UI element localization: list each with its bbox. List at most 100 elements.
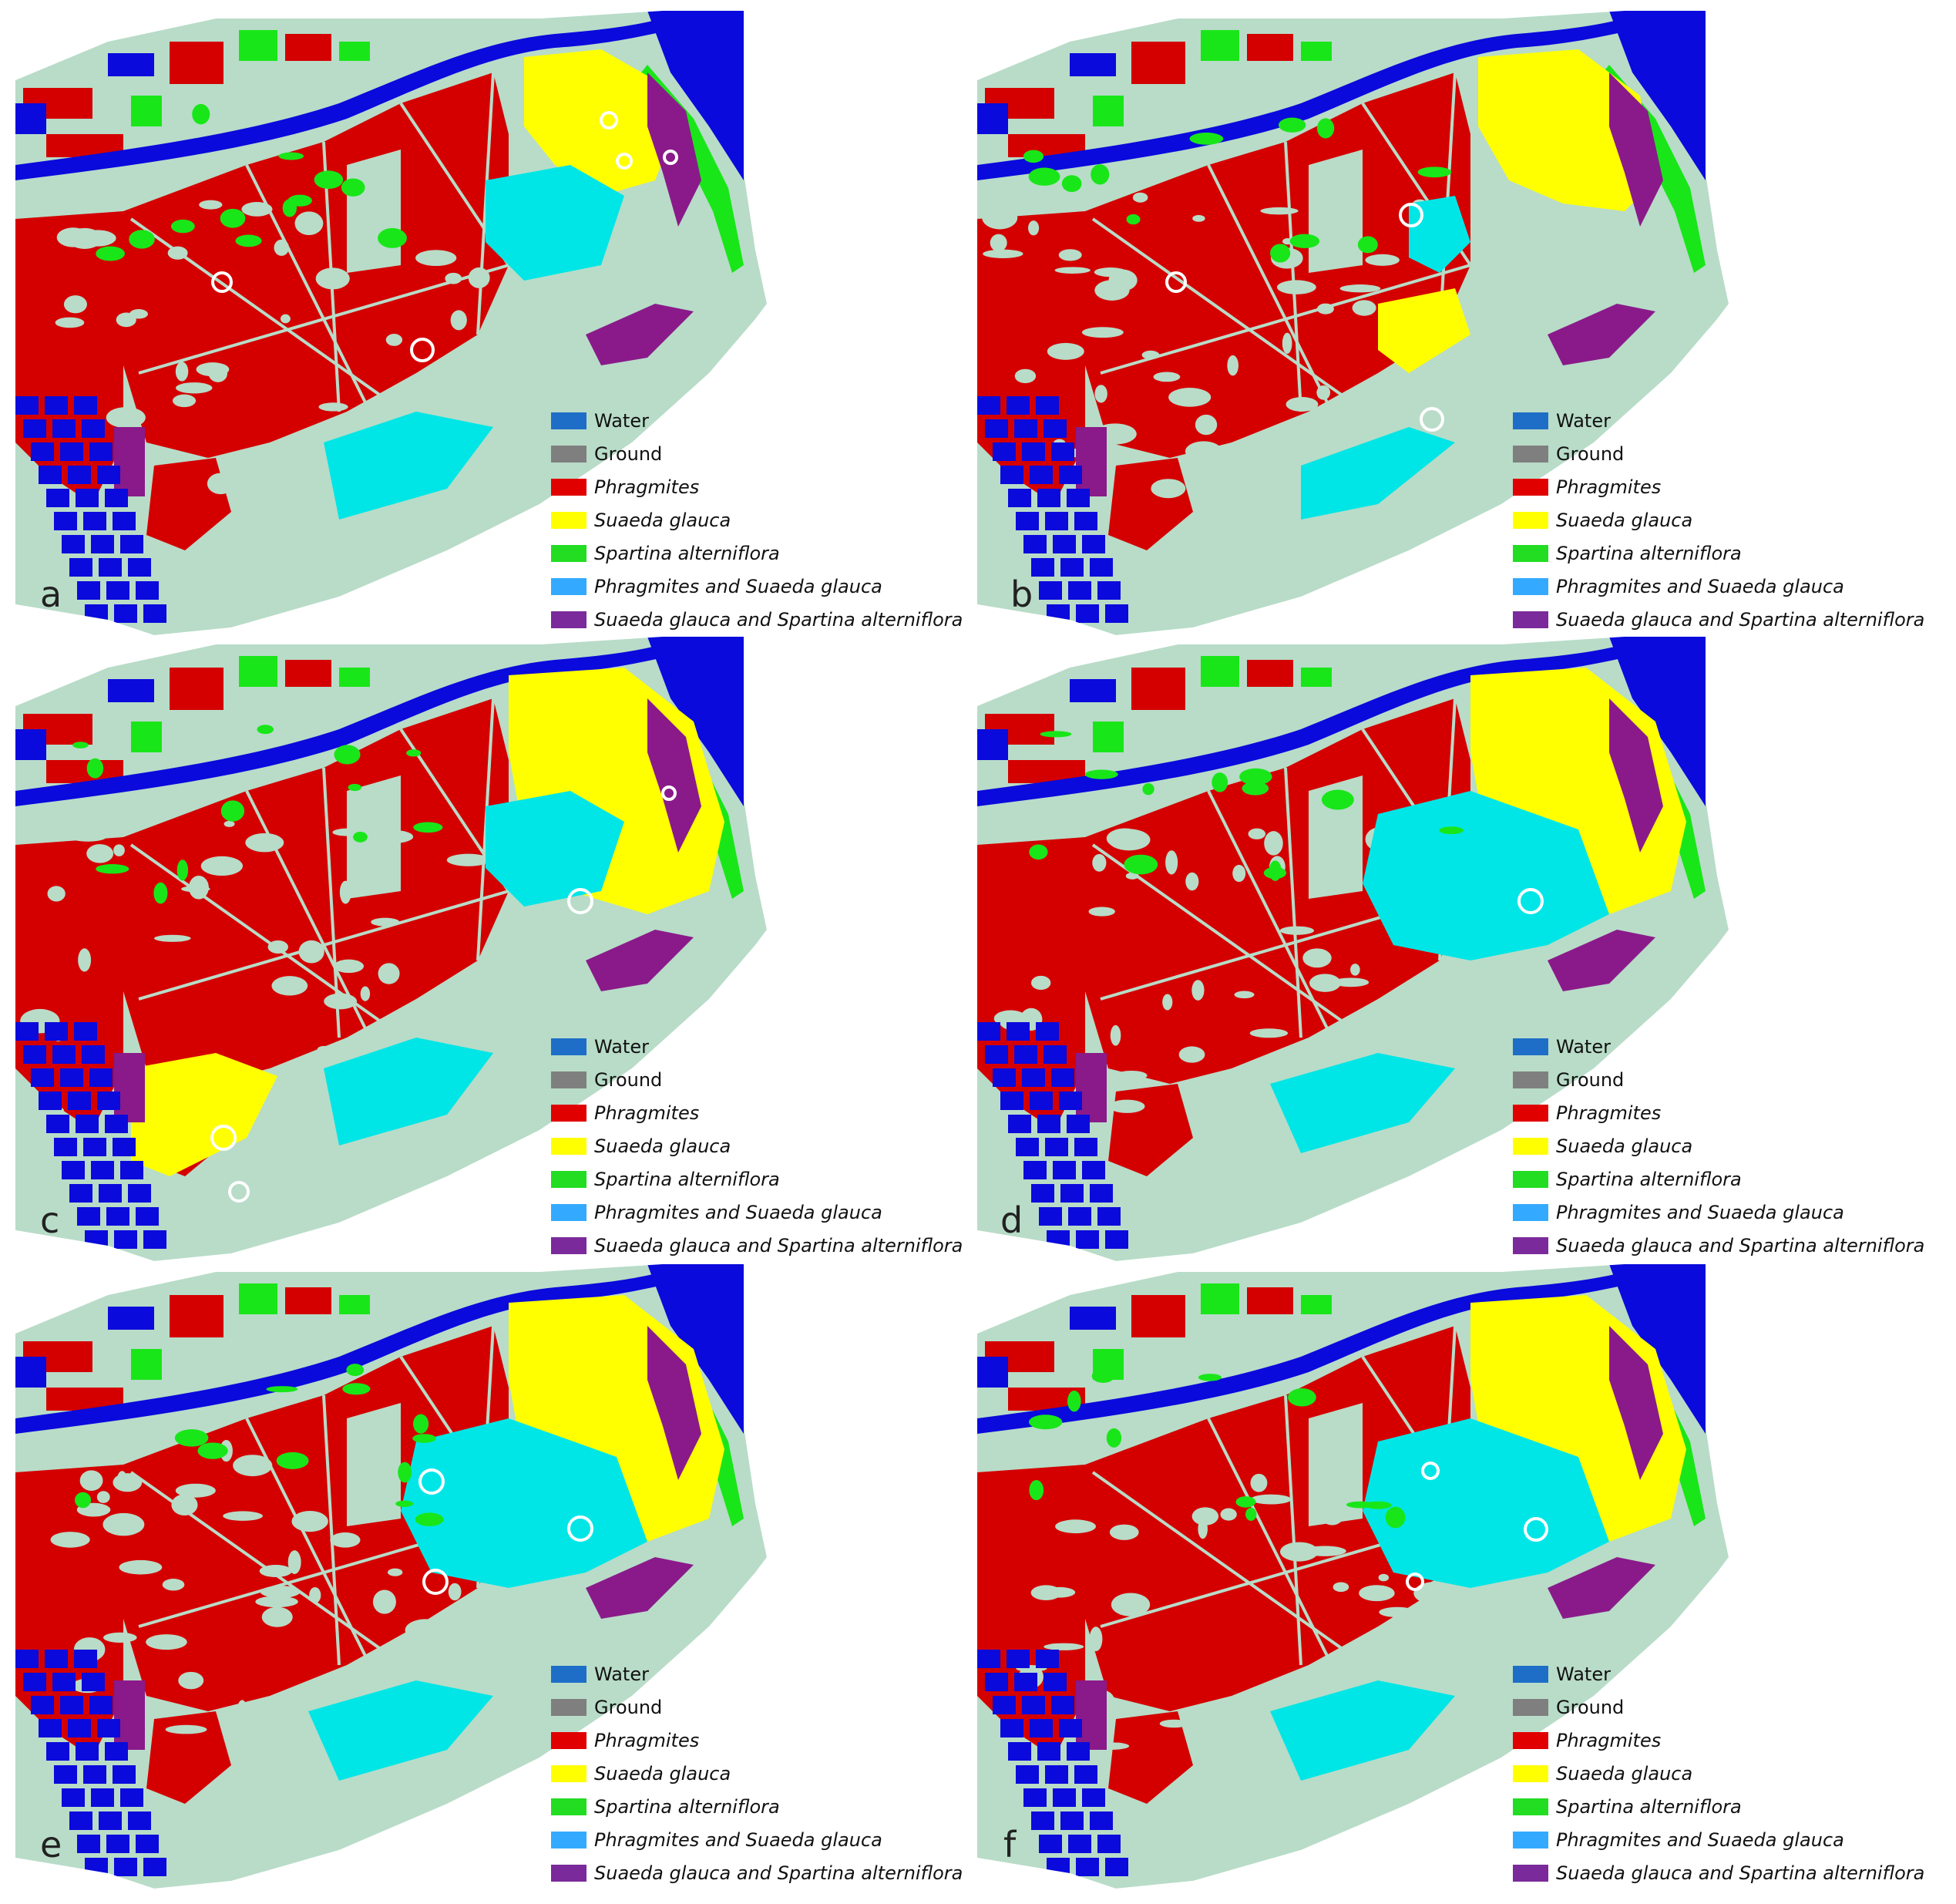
- sample-marker: [422, 1569, 449, 1595]
- ground-speck: [280, 314, 291, 324]
- legend-item: Spartina alterniflora: [551, 1790, 963, 1823]
- mixed-ps-zone: [1270, 1680, 1455, 1781]
- phragmites-main-block: [1085, 1326, 1470, 1711]
- legend-item: Suaeda glauca and Spartina alterniflora: [1513, 1229, 1924, 1262]
- pond: [1067, 489, 1090, 507]
- dike-road: [322, 767, 341, 1038]
- legend-item: Ground: [1513, 1690, 1924, 1724]
- suaeda-patch: [1378, 288, 1470, 373]
- legend-item: Phragmites: [1513, 470, 1924, 503]
- legend-swatch: [1513, 478, 1548, 496]
- pond: [91, 1161, 114, 1179]
- legend-label: Suaeda glauca and Spartina alterniflora: [594, 608, 963, 631]
- field-patch: [339, 42, 370, 61]
- legend-label: Water: [594, 1663, 649, 1685]
- map-content: [15, 637, 767, 1261]
- ground-speck: [1151, 479, 1186, 499]
- spartina-speck: [398, 1462, 412, 1483]
- ground-speck: [1044, 1643, 1084, 1650]
- field-patch: [239, 1283, 277, 1314]
- legend-item: Suaeda glauca: [1513, 503, 1924, 537]
- ground-speck: [1092, 853, 1107, 872]
- pond: [97, 1092, 120, 1110]
- ground-speck: [1162, 994, 1173, 1011]
- ground-speck: [1054, 267, 1091, 274]
- legend-swatch: [551, 1698, 586, 1716]
- pond: [23, 1045, 46, 1064]
- pond: [85, 604, 108, 623]
- mixed-ss-zone: [647, 698, 701, 853]
- mixed-ss-patch: [114, 1053, 145, 1122]
- pond: [69, 558, 92, 577]
- ground-speck: [1047, 342, 1084, 360]
- mixed-ss-zone: [647, 72, 701, 227]
- pond: [113, 1765, 136, 1784]
- legend-item: Suaeda glauca: [1513, 1129, 1924, 1162]
- sample-marker: [1421, 1462, 1440, 1480]
- field-patch: [1131, 668, 1185, 710]
- ground-speck: [38, 187, 69, 208]
- pond: [977, 396, 1000, 415]
- ground-speck: [1030, 975, 1051, 991]
- pond: [1022, 1068, 1045, 1087]
- ground-speck: [415, 250, 457, 266]
- legend-item: Suaeda glauca and Spartina alterniflora: [1513, 1856, 1924, 1889]
- ground-speck: [1359, 1585, 1395, 1602]
- spartina-speck: [1067, 1390, 1081, 1412]
- pond: [31, 1696, 54, 1714]
- ground-speck: [1365, 254, 1400, 266]
- spartina-speck: [348, 783, 362, 792]
- classification-map-b: [977, 11, 1729, 635]
- pond: [1044, 1045, 1067, 1064]
- legend-swatch: [551, 1831, 586, 1848]
- ground-speck: [1203, 1756, 1223, 1775]
- pond: [1022, 442, 1045, 461]
- panel-letter-a: a: [40, 574, 62, 615]
- legend-label: Spartina alterniflora: [1556, 1168, 1742, 1190]
- spartina-speck: [220, 208, 246, 228]
- spartina-speck: [1029, 1480, 1044, 1501]
- ground-speck: [178, 1671, 204, 1690]
- field-patch: [339, 668, 370, 687]
- pond: [77, 581, 100, 600]
- ground-speck: [1279, 926, 1315, 935]
- panel-letter-b: b: [1010, 574, 1033, 615]
- ground-speck: [223, 820, 235, 827]
- sample-marker: [418, 1468, 445, 1495]
- pond: [1097, 581, 1121, 600]
- pond: [69, 1184, 92, 1203]
- pond: [39, 1092, 62, 1110]
- map-panel-e: e Water Ground Phragmites Suaeda glauca Spar…: [15, 1264, 971, 1889]
- ground-speck: [241, 202, 273, 217]
- pond: [1007, 1022, 1030, 1041]
- map-panel-c: c Water Ground Phragmites Suaeda glauca Spar…: [15, 637, 971, 1261]
- ground-speck: [199, 200, 223, 210]
- river: [977, 19, 1628, 180]
- ground-speck: [1191, 1507, 1219, 1526]
- field-patch: [1070, 53, 1116, 76]
- pond: [99, 558, 122, 577]
- pond: [106, 581, 129, 600]
- legend-label: Spartina alterniflora: [1556, 1795, 1742, 1818]
- pond: [1014, 1045, 1037, 1064]
- ground-speck: [79, 1470, 103, 1491]
- pond: [1008, 489, 1031, 507]
- legend-swatch: [1513, 1764, 1548, 1782]
- field-patch: [1070, 679, 1116, 702]
- legend-label: Water: [1556, 409, 1611, 432]
- pond: [91, 535, 114, 553]
- field-patch: [170, 1295, 223, 1337]
- mixed-ps-zone: [1301, 427, 1455, 520]
- field-patch: [1247, 1287, 1293, 1314]
- legend-label: Suaeda glauca and Spartina alterniflora: [594, 1862, 963, 1884]
- legend-item: Water: [551, 1657, 963, 1690]
- ground-speck: [200, 856, 244, 876]
- legend-item: Suaeda glauca: [551, 1129, 963, 1162]
- legend-label: Water: [594, 409, 649, 432]
- pond: [1053, 1161, 1076, 1179]
- legend-label: Phragmites: [1556, 1102, 1662, 1124]
- ground-speck: [1220, 1508, 1237, 1521]
- legend-label: Phragmites: [1556, 1729, 1662, 1751]
- legend-label: Suaeda glauca and Spartina alterniflora: [1556, 1234, 1925, 1256]
- ground-speck: [1159, 1719, 1188, 1728]
